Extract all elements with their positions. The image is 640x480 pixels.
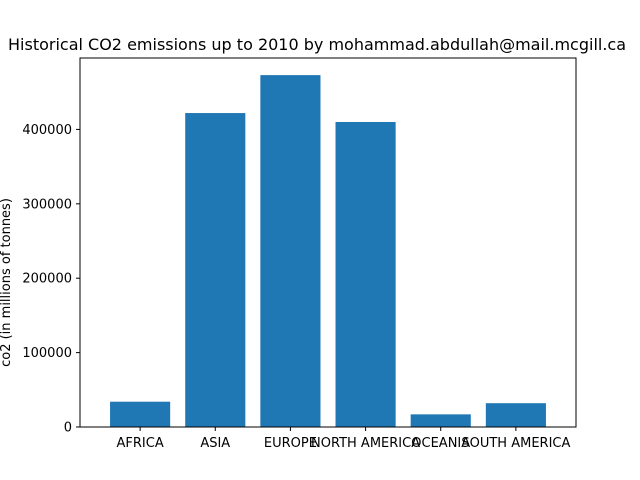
y-tick-label: 200000: [22, 272, 72, 287]
bar-africa: [110, 401, 171, 427]
x-tick-label: OCEANIA: [411, 436, 470, 451]
x-tick-label: ASIA: [200, 436, 230, 451]
x-tick-label: EUROPE: [264, 436, 317, 451]
bar-south-america: [485, 403, 546, 427]
x-tick-label: SOUTH AMERICA: [461, 436, 570, 451]
y-tick-label: 0: [64, 421, 72, 436]
chart-title: Historical CO2 emissions up to 2010 by m…: [8, 35, 626, 54]
bar-asia: [185, 113, 246, 427]
bar-north-america: [335, 121, 396, 428]
y-tick-label: 100000: [22, 346, 72, 361]
x-tick-label: NORTH AMERICA: [311, 436, 420, 451]
bar-europe: [260, 75, 321, 427]
bar-oceania: [410, 414, 471, 427]
y-tick-label: 300000: [22, 197, 72, 212]
plot-frame: [79, 57, 577, 428]
y-axis-ticks: 0 100000 200000 300000 400000: [22, 123, 80, 436]
y-tick-label: 400000: [22, 123, 72, 138]
y-axis-label: co2 (in millions of tonnes): [0, 198, 14, 367]
x-tick-label: AFRICA: [117, 436, 164, 451]
bars-group: [110, 75, 546, 428]
